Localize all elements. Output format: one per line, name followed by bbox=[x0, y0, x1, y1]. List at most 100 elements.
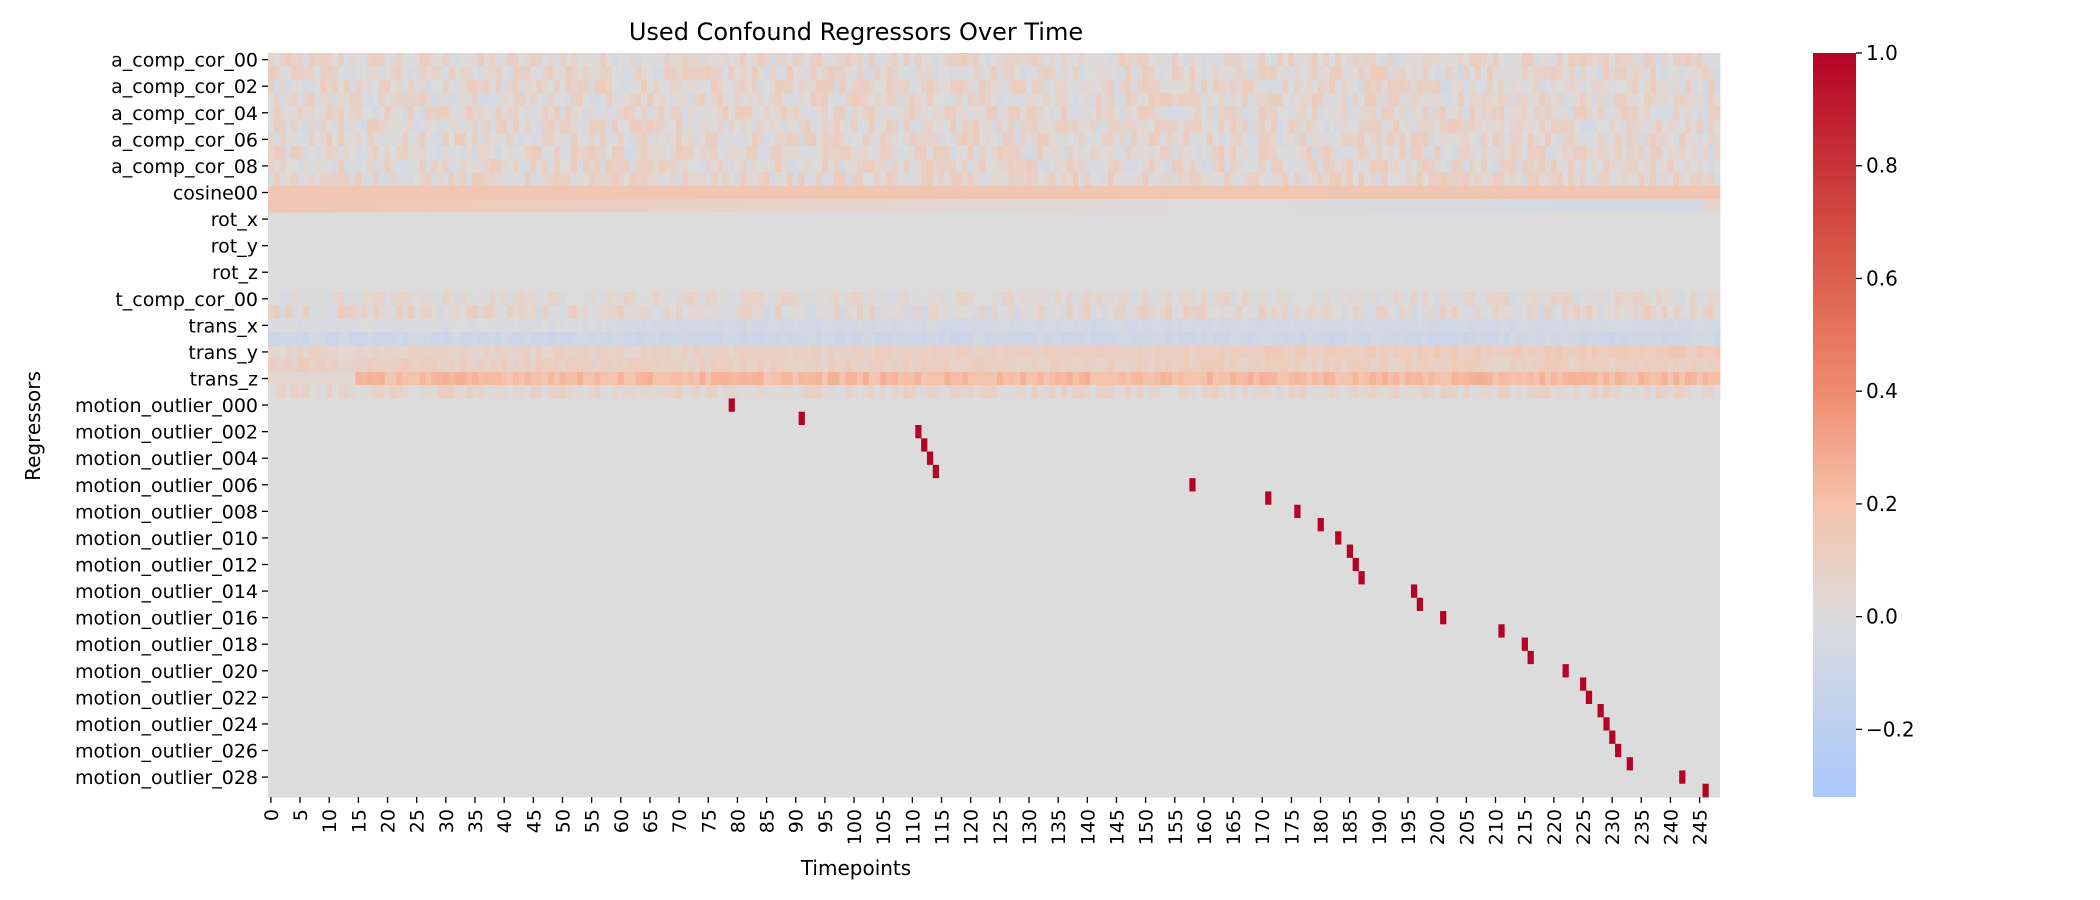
heatmap-cell bbox=[757, 159, 765, 173]
heatmap-cell bbox=[996, 292, 1004, 306]
heatmap-cell bbox=[1323, 66, 1330, 80]
heatmap-cell bbox=[1136, 106, 1144, 120]
heatmap-cell bbox=[950, 146, 957, 160]
heatmap-cell bbox=[1626, 92, 1633, 107]
heatmap-cell bbox=[332, 119, 339, 134]
heatmap-cell bbox=[1463, 199, 1470, 213]
heatmap-cell bbox=[419, 92, 426, 107]
heatmap-cell bbox=[1183, 119, 1190, 134]
heatmap-cell bbox=[775, 79, 782, 94]
heatmap-cell bbox=[419, 212, 426, 227]
heatmap-cell bbox=[1160, 53, 1167, 67]
heatmap-cell bbox=[1049, 252, 1056, 266]
heatmap-cell bbox=[524, 265, 531, 280]
heatmap-cell bbox=[1037, 132, 1044, 147]
heatmap-cell bbox=[314, 212, 321, 227]
heatmap-cell bbox=[1580, 265, 1587, 280]
heatmap-cell bbox=[1294, 106, 1301, 120]
heatmap-cell bbox=[839, 53, 846, 67]
heatmap-cell bbox=[1294, 265, 1301, 280]
heatmap-cell bbox=[1031, 79, 1039, 94]
heatmap-cell bbox=[1078, 252, 1085, 266]
heatmap-cell bbox=[1375, 66, 1383, 80]
heatmap-cell bbox=[1515, 159, 1523, 173]
heatmap-cell bbox=[1026, 106, 1033, 120]
heatmap-cell bbox=[717, 252, 724, 266]
heatmap-cell bbox=[1655, 239, 1663, 253]
heatmap-cell bbox=[1026, 305, 1033, 320]
heatmap-cell bbox=[991, 53, 998, 67]
heatmap-cell bbox=[1527, 225, 1534, 240]
heatmap-cell bbox=[1329, 132, 1336, 147]
heatmap-cell bbox=[687, 252, 695, 266]
heatmap-cell bbox=[1078, 92, 1085, 107]
heatmap-cell bbox=[1096, 278, 1103, 293]
heatmap-cell bbox=[612, 278, 619, 293]
heatmap-cell bbox=[1282, 185, 1289, 200]
heatmap-cell bbox=[425, 292, 432, 306]
heatmap-cell bbox=[839, 252, 846, 266]
heatmap-cell bbox=[314, 265, 321, 280]
heatmap-cell bbox=[1247, 66, 1254, 80]
heatmap-cell bbox=[1241, 199, 1249, 213]
heatmap-cell bbox=[297, 66, 304, 80]
heatmap-cell bbox=[862, 53, 870, 67]
heatmap-cell bbox=[1480, 79, 1488, 94]
heatmap-cell bbox=[1632, 185, 1639, 200]
heatmap-cell bbox=[792, 119, 800, 134]
heatmap-cell bbox=[1690, 79, 1698, 94]
heatmap-cell bbox=[1416, 292, 1423, 306]
heatmap-cell bbox=[856, 239, 864, 253]
heatmap-cell bbox=[1288, 159, 1295, 173]
heatmap-cell bbox=[407, 185, 415, 200]
heatmap-cell bbox=[991, 132, 998, 147]
heatmap-cell bbox=[501, 53, 508, 67]
heatmap-cell bbox=[1690, 119, 1698, 134]
heatmap-cell bbox=[612, 159, 619, 173]
heatmap-cell bbox=[693, 305, 700, 320]
heatmap-cell bbox=[600, 212, 607, 227]
heatmap-cell bbox=[1113, 252, 1120, 266]
heatmap-cell bbox=[1609, 305, 1616, 320]
heatmap-cell bbox=[1131, 212, 1138, 227]
heatmap-cell bbox=[442, 252, 450, 266]
heatmap-cell bbox=[1183, 199, 1190, 213]
heatmap-cell bbox=[1667, 225, 1674, 240]
heatmap-cell bbox=[1387, 172, 1394, 187]
heatmap-cell bbox=[845, 146, 852, 160]
heatmap-cell bbox=[769, 305, 776, 320]
heatmap-cell bbox=[1241, 66, 1249, 80]
heatmap-cell bbox=[268, 252, 275, 266]
heatmap-cell bbox=[1323, 159, 1330, 173]
heatmap-cell bbox=[431, 225, 438, 240]
heatmap-cell bbox=[1072, 92, 1079, 107]
heatmap-cell bbox=[1166, 159, 1173, 173]
heatmap-cell bbox=[792, 305, 800, 320]
heatmap-cell bbox=[332, 239, 339, 253]
heatmap-cell bbox=[1317, 265, 1324, 280]
heatmap-cell bbox=[1206, 132, 1214, 147]
heatmap-cell bbox=[1031, 132, 1039, 147]
heatmap-cell bbox=[1591, 119, 1598, 134]
heatmap-cell bbox=[915, 252, 922, 266]
heatmap-cell bbox=[956, 239, 963, 253]
heatmap-cell bbox=[763, 199, 770, 213]
heatmap-cell bbox=[1475, 92, 1482, 107]
heatmap-cell bbox=[308, 106, 316, 120]
heatmap-cell bbox=[501, 239, 508, 253]
heatmap-cell bbox=[1685, 252, 1692, 266]
heatmap-cell bbox=[600, 79, 607, 94]
heatmap-cell bbox=[1568, 185, 1575, 200]
heatmap-cell bbox=[1679, 106, 1686, 120]
heatmap-cell bbox=[1696, 199, 1703, 213]
heatmap-cell bbox=[1241, 305, 1249, 320]
heatmap-cell bbox=[1037, 119, 1044, 134]
heatmap-cell bbox=[961, 106, 969, 120]
heatmap-cell bbox=[623, 132, 630, 147]
heatmap-cell bbox=[1195, 305, 1202, 320]
heatmap-cell bbox=[1002, 119, 1009, 134]
heatmap-cell bbox=[285, 66, 292, 80]
heatmap-cell bbox=[821, 212, 829, 227]
heatmap-cell bbox=[1644, 146, 1651, 160]
heatmap-cell bbox=[1335, 252, 1342, 266]
